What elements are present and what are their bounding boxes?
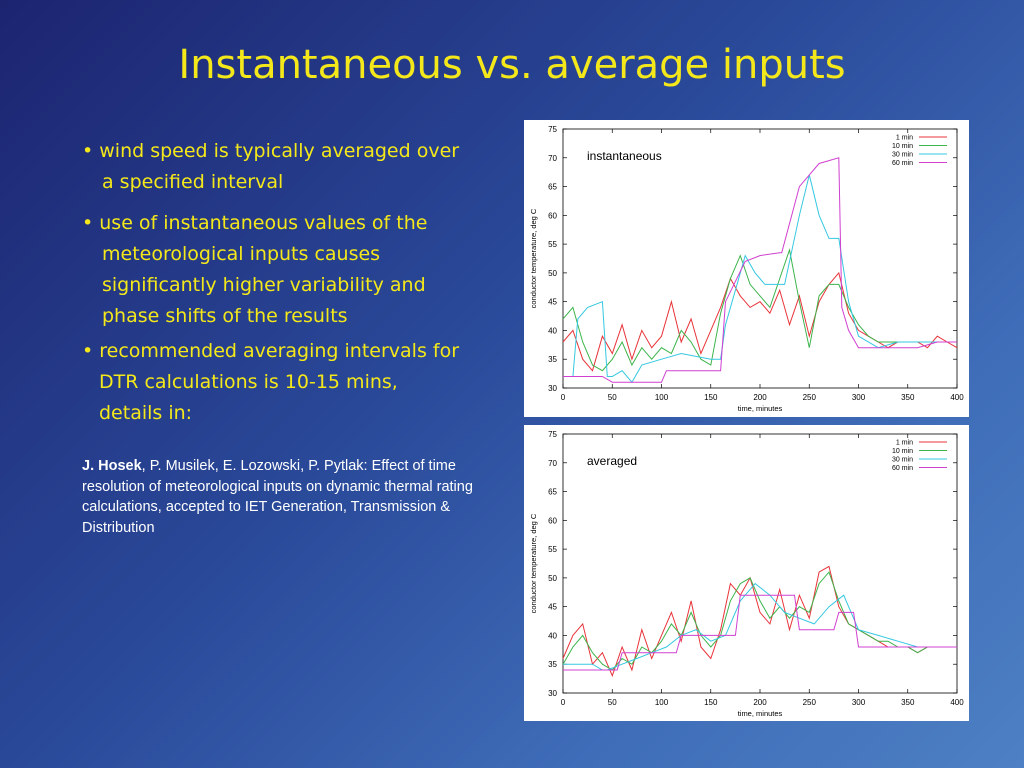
bullet-line: meteorological inputs causes: [102, 243, 381, 265]
y-axis-label: conductor temperature, deg C: [529, 208, 538, 308]
bullet-line: a specified interval: [102, 171, 284, 193]
y-tick-label: 70: [548, 459, 557, 468]
y-tick-label: 40: [548, 631, 557, 640]
series-line-10-min: [562, 571, 957, 671]
bullet-line: • recommended averaging intervals for: [82, 340, 460, 362]
bullet-line: significantly higher variability and: [102, 274, 426, 296]
chart-panel-instantaneous: 0 50 100 150 200 250 300 350 400 30 35 40 45 50 55 60 65…: [524, 120, 969, 417]
citation-text: , P. Musilek, E. Lozowski, P. Pytlak: Ef…: [82, 458, 473, 536]
citation: J. Hosek, P. Musilek, E. Lozowski, P. Py…: [82, 456, 502, 538]
x-tick-label: 250: [803, 698, 817, 707]
x-tick-label: 150: [704, 698, 718, 707]
bullet-line: details in:: [99, 402, 193, 424]
x-tick-label: 0: [561, 393, 566, 402]
legend-label: 60 min: [892, 160, 913, 167]
x-tick-label: 250: [803, 393, 817, 402]
bullet-line: DTR calculations is 10-15 mins,: [99, 371, 398, 393]
citation-author: J. Hosek: [82, 458, 142, 474]
x-tick-label: 100: [655, 698, 669, 707]
legend-label: 10 min: [892, 143, 913, 150]
x-tick-label: 50: [608, 698, 617, 707]
x-axis-label: time, minutes: [738, 404, 783, 413]
y-tick-label: 30: [548, 689, 557, 698]
series-line-10-min: [562, 247, 957, 372]
x-tick-label: 150: [704, 393, 718, 402]
bullet-1: • wind speed is typically averaged over …: [82, 136, 502, 198]
bullet-line: • wind speed is typically averaged over: [82, 140, 460, 162]
y-tick-label: 75: [548, 430, 557, 439]
y-tick-label: 65: [548, 183, 557, 192]
bullet-line: phase shifts of the results: [102, 305, 348, 327]
x-tick-label: 300: [852, 698, 866, 707]
series-line-30-min: [563, 582, 957, 671]
x-tick-label: 300: [852, 393, 866, 402]
x-tick-label: 200: [753, 698, 767, 707]
bullet-list: • wind speed is typically averaged over …: [82, 136, 502, 439]
slide-title: Instantaneous vs. average inputs: [178, 42, 846, 88]
y-axis-label: conductor temperature, deg C: [529, 513, 538, 613]
y-tick-label: 50: [548, 574, 557, 583]
y-tick-label: 65: [548, 488, 557, 497]
x-tick-label: 100: [655, 393, 669, 402]
series-line-1-min: [562, 271, 958, 372]
y-tick-label: 35: [548, 355, 557, 364]
chart-panel-averaged: 0 50 100 150 200 250 300 350 400 30 35 40 45 50 55 60 65…: [524, 425, 969, 721]
legend-label: 1 min: [896, 135, 913, 142]
x-tick-label: 350: [901, 393, 915, 402]
y-tick-label: 55: [548, 240, 557, 249]
legend-label: 60 min: [892, 465, 913, 472]
plot-frame: [562, 128, 958, 389]
x-tick-label: 0: [561, 698, 566, 707]
x-tick-label: 400: [950, 698, 964, 707]
legend-label: 30 min: [892, 152, 913, 159]
bullet-line: • use of instantaneous values of the: [82, 212, 428, 234]
y-tick-label: 75: [548, 125, 557, 134]
legend-label: 30 min: [892, 457, 913, 464]
x-tick-label: 350: [901, 698, 915, 707]
chart-label: averaged: [587, 454, 637, 468]
bullet-3: • recommended averaging intervals for DT…: [82, 336, 502, 429]
chart-label: instantaneous: [587, 149, 662, 163]
y-tick-label: 45: [548, 298, 557, 307]
series-line-1-min: [562, 565, 957, 678]
x-axis-label: time, minutes: [738, 709, 783, 718]
y-tick-label: 30: [548, 384, 557, 393]
x-tick-label: 50: [608, 393, 617, 402]
chart-instantaneous: 0 50 100 150 200 250 300 350 400 30 35 40 45 50 55 60 65…: [529, 125, 964, 413]
y-tick-label: 60: [548, 211, 557, 220]
y-tick-label: 55: [548, 545, 557, 554]
x-tick-label: 200: [753, 393, 767, 402]
y-tick-label: 70: [548, 154, 557, 163]
series-line-60-min: [563, 157, 957, 383]
chart-averaged: 0 50 100 150 200 250 300 350 400 30 35 40 45 50 55 60 65…: [529, 430, 964, 718]
series-line-30-min: [563, 174, 957, 384]
legend-label: 1 min: [896, 440, 913, 447]
y-tick-label: 40: [548, 326, 557, 335]
bullet-2: • use of instantaneous values of the met…: [82, 208, 502, 332]
y-tick-label: 50: [548, 269, 557, 278]
legend-label: 10 min: [892, 448, 913, 455]
y-tick-label: 60: [548, 516, 557, 525]
y-tick-label: 35: [548, 660, 557, 669]
series-line-60-min: [563, 594, 957, 671]
y-tick-label: 45: [548, 603, 557, 612]
x-tick-label: 400: [950, 393, 964, 402]
